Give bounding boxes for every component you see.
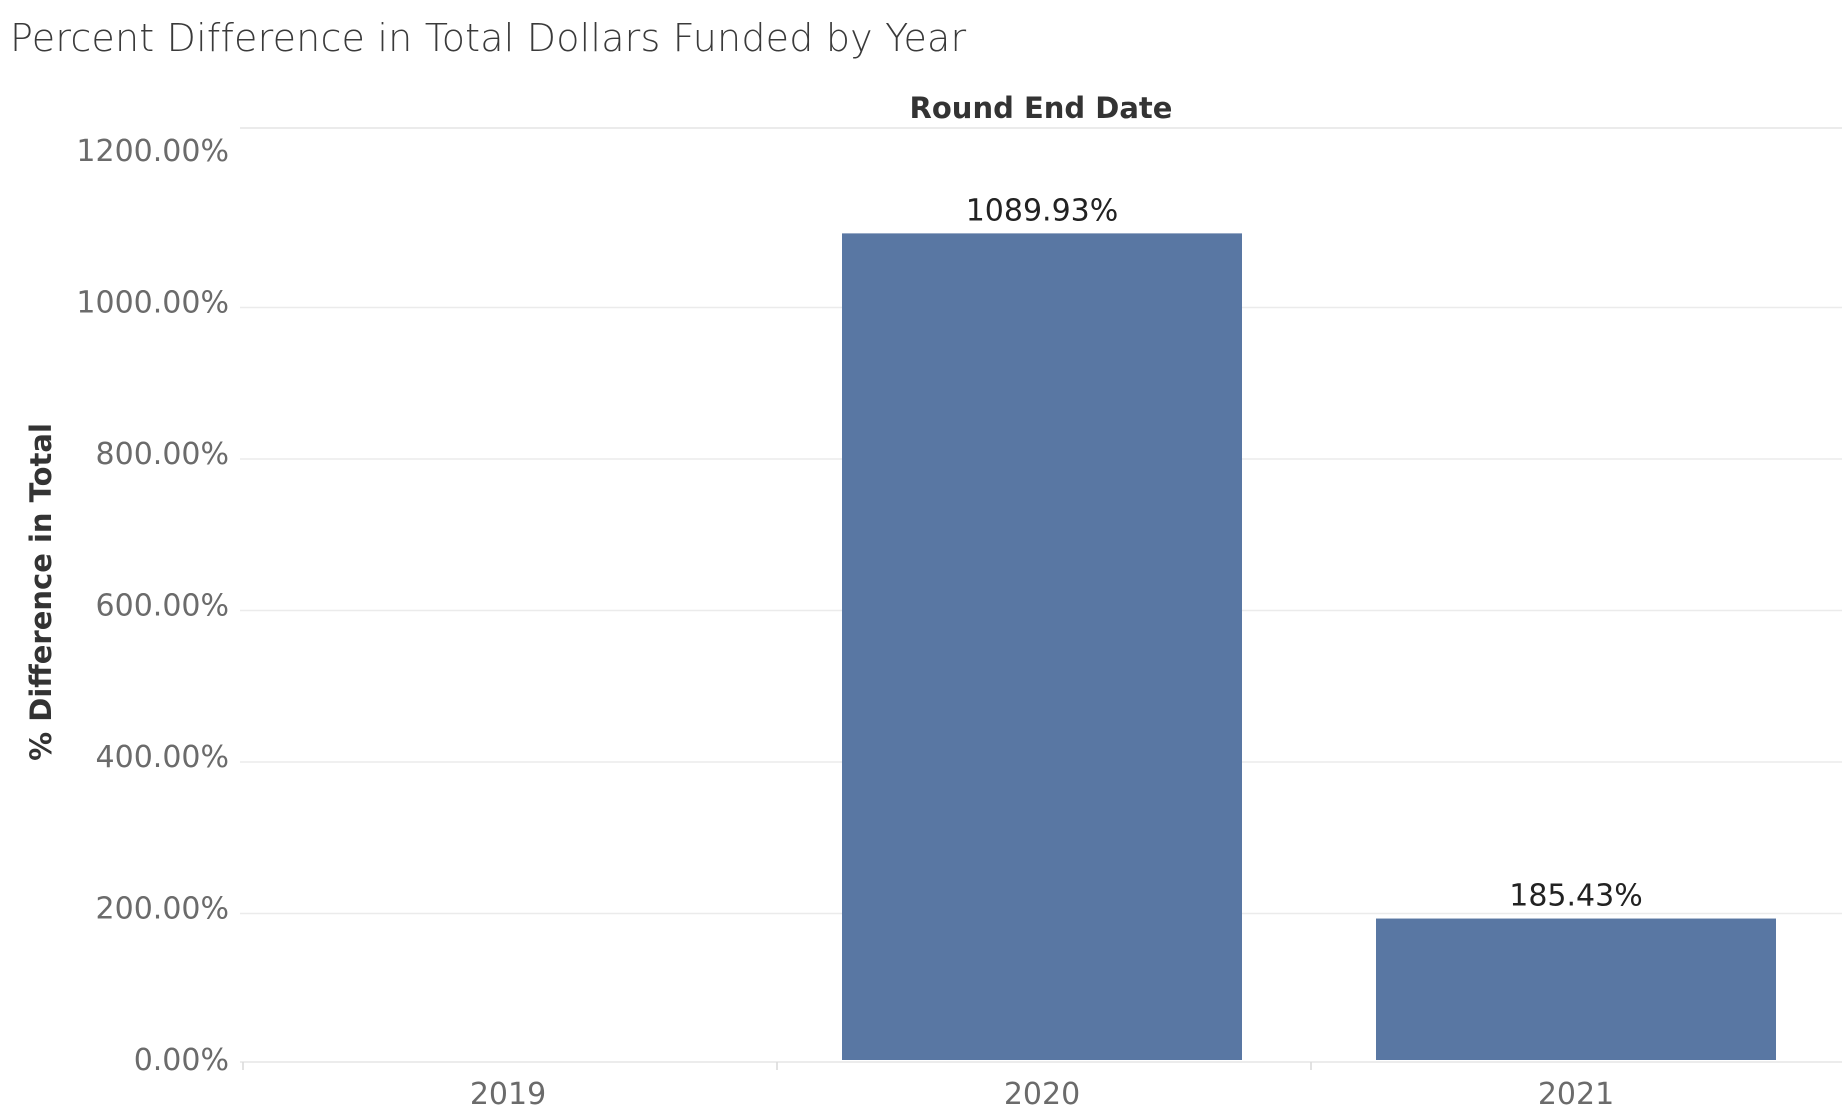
y-tick-label: 1000.00% [76,286,229,321]
y-axis-ticks: 0.00% 200.00% 400.00% 600.00% 800.00% 1000.00… [76,134,229,1078]
bars [842,233,1776,1060]
x-tick-label-2021: 2021 [1538,1077,1614,1108]
y-tick-label: 1200.00% [76,134,229,169]
y-tick-label: 200.00% [96,892,229,927]
y-tick-label: 400.00% [96,740,229,775]
y-tick-label: 800.00% [96,437,229,472]
chart-title: Percent Difference in Total Dollars Fund… [10,16,967,60]
y-axis-title: % Difference in Total [24,423,58,761]
data-label-2020: 1089.93% [966,193,1119,228]
bar-2021 [1376,918,1776,1060]
y-tick-label: 0.00% [134,1043,229,1078]
x-axis: 2019 2020 2021 [240,1061,1842,1108]
y-tick-label: 600.00% [96,589,229,624]
data-labels: 1089.93% 185.43% [966,193,1643,913]
bar-2020 [842,233,1242,1060]
x-tick-label-2020: 2020 [1004,1077,1080,1108]
x-tick-label-2019: 2019 [470,1077,546,1108]
data-label-2021: 185.43% [1509,879,1642,914]
x-column-header: Round End Date [910,91,1173,125]
